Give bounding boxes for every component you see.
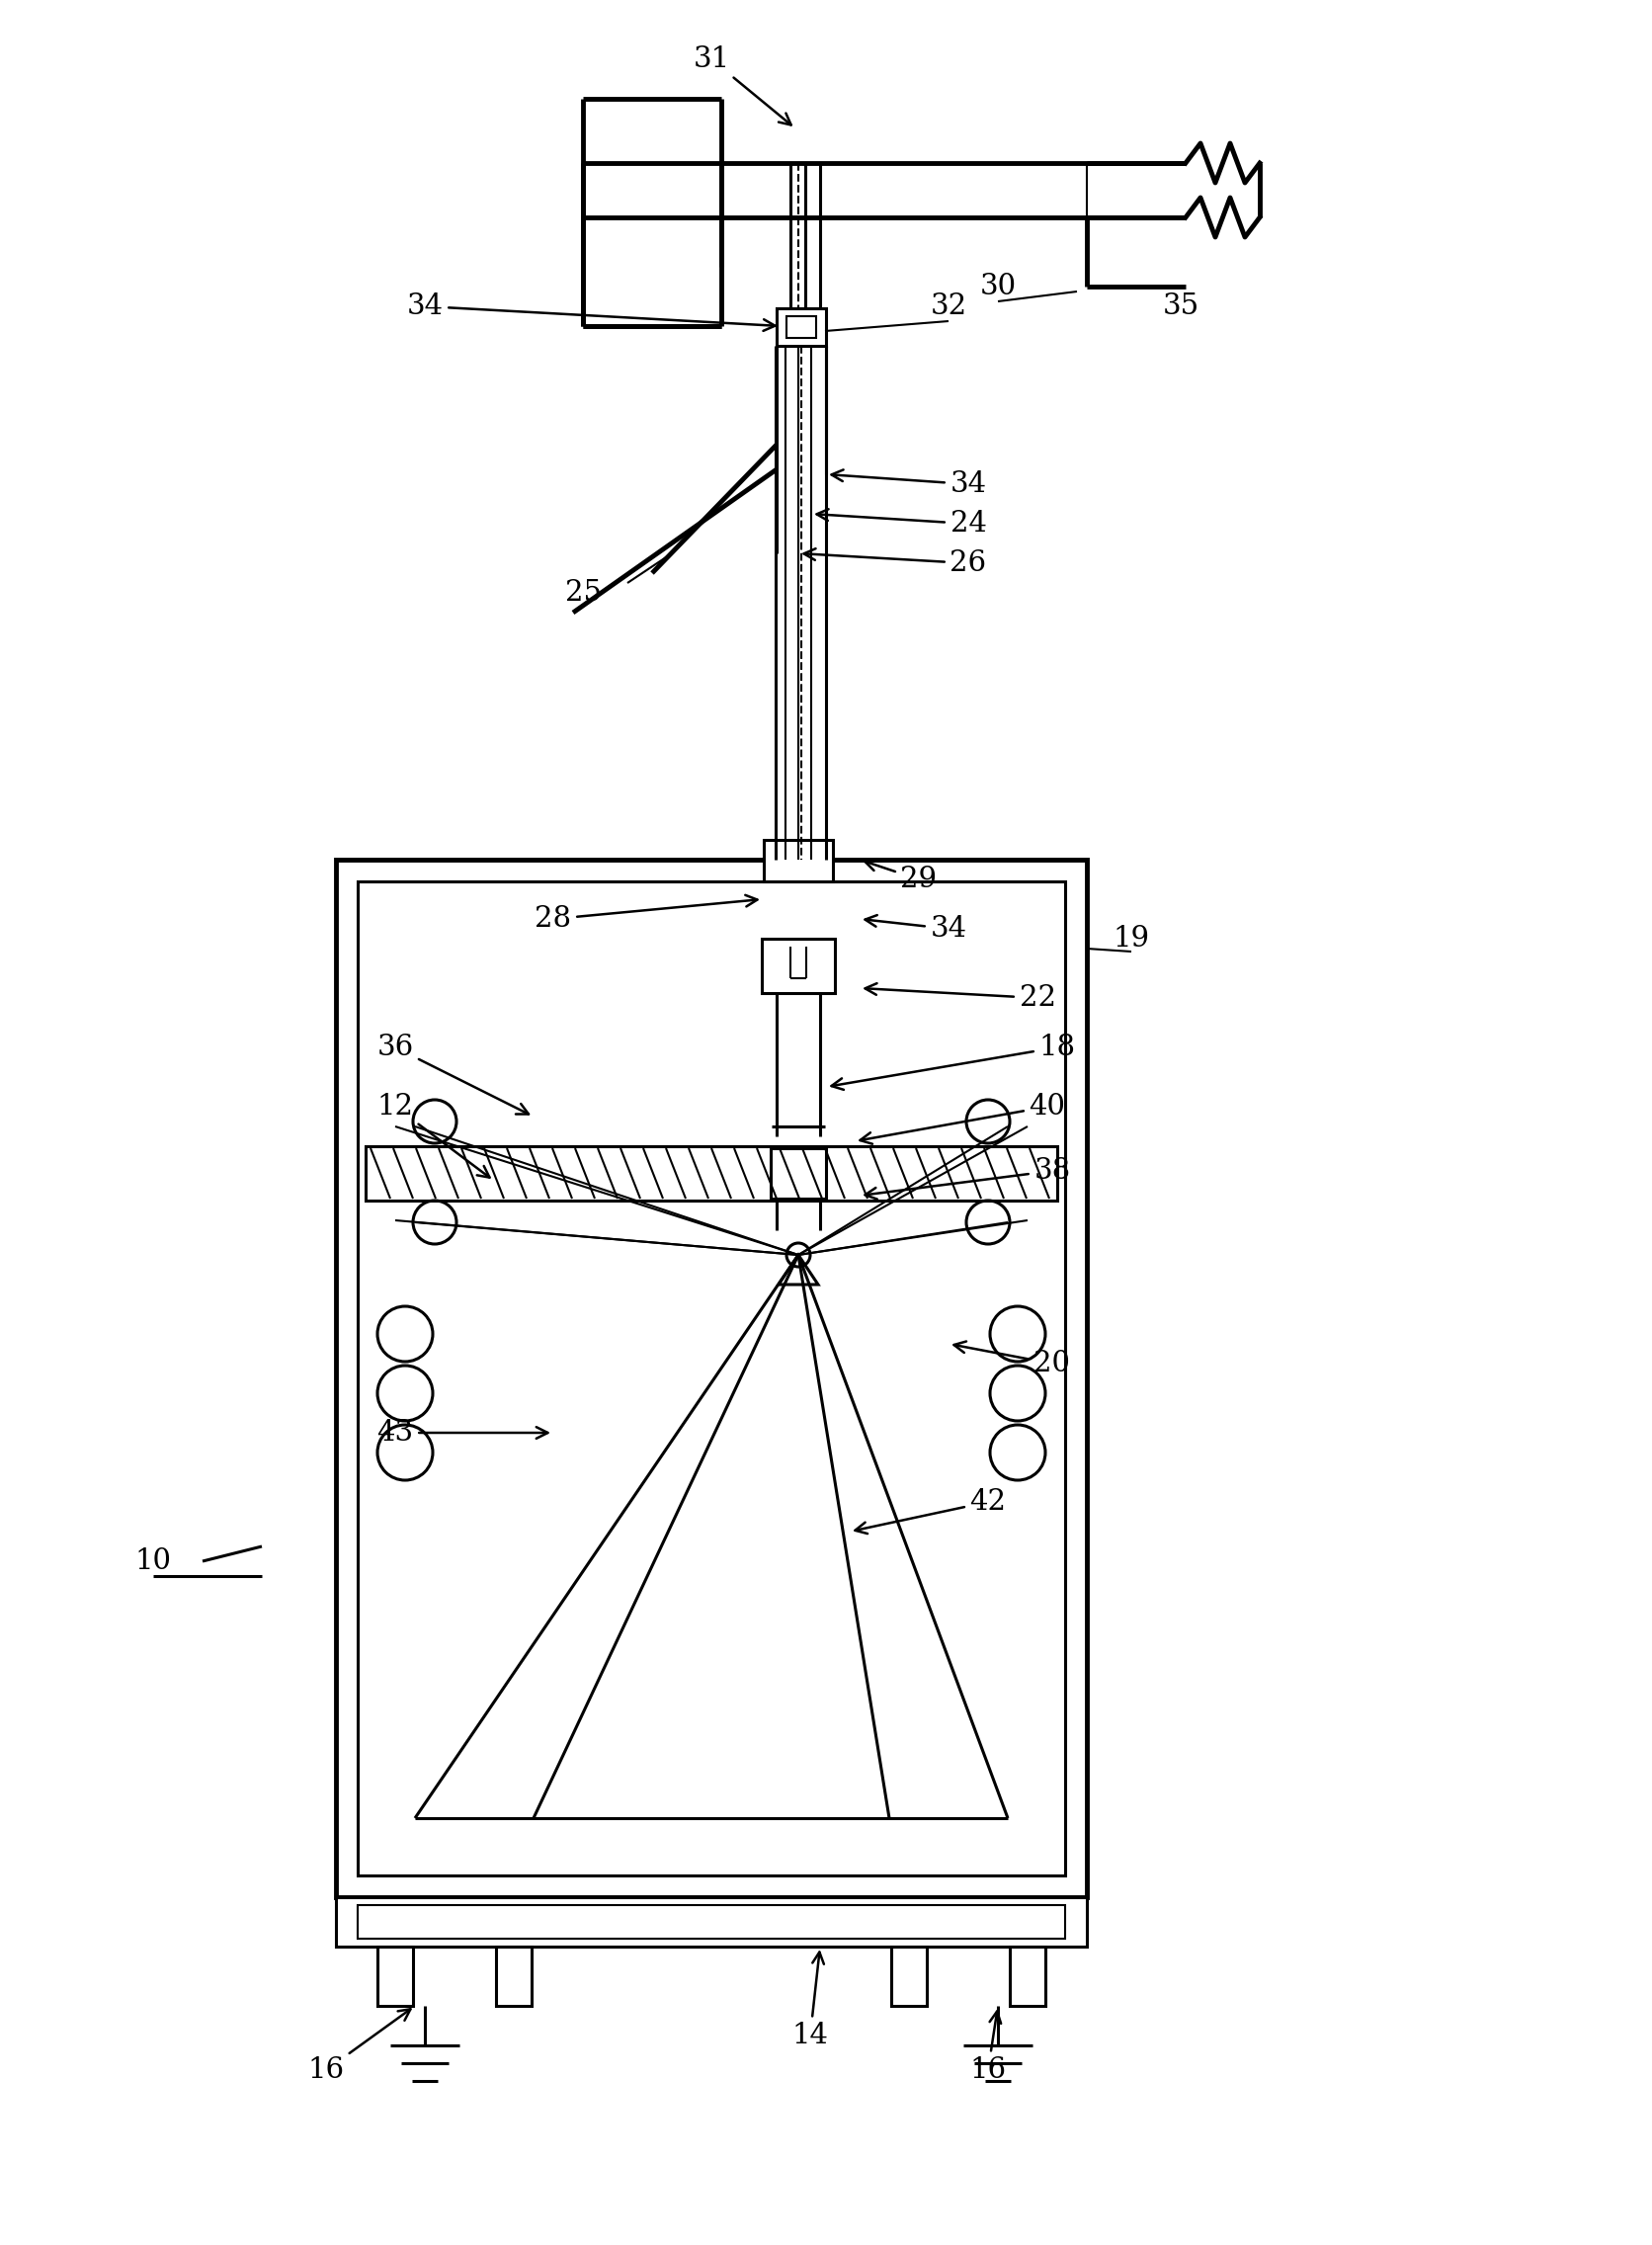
Text: 14: 14: [791, 1953, 828, 2050]
Bar: [377, 1946, 413, 2005]
Text: 16: 16: [970, 2012, 1006, 2083]
Text: 29: 29: [864, 860, 937, 894]
Bar: [335, 1897, 1087, 1946]
Text: 42: 42: [856, 1488, 1006, 1533]
Bar: [763, 840, 833, 882]
Bar: [496, 1946, 532, 2005]
Bar: [1009, 1946, 1046, 2005]
Bar: [762, 938, 834, 992]
Text: 36: 36: [377, 1033, 529, 1114]
Text: 22: 22: [866, 983, 1056, 1012]
Text: 10: 10: [135, 1547, 172, 1576]
Bar: [786, 317, 816, 339]
Bar: [776, 308, 826, 346]
Text: 31: 31: [694, 45, 791, 126]
Text: 12: 12: [377, 1093, 489, 1176]
Text: 43: 43: [377, 1419, 548, 1446]
Text: 20: 20: [953, 1340, 1070, 1378]
Text: 16: 16: [307, 2009, 410, 2083]
Bar: [365, 1147, 1057, 1201]
Text: 40: 40: [861, 1093, 1066, 1145]
Text: 34: 34: [866, 916, 966, 943]
Text: 24: 24: [816, 510, 986, 537]
Text: 34: 34: [406, 292, 775, 330]
Text: 34: 34: [831, 469, 986, 498]
Bar: [358, 1906, 1066, 1940]
Text: 38: 38: [866, 1156, 1070, 1199]
Text: 32: 32: [930, 292, 966, 321]
Text: 35: 35: [1163, 292, 1199, 321]
Text: 30: 30: [980, 272, 1016, 301]
Text: 18: 18: [831, 1033, 1075, 1089]
Bar: [358, 882, 1066, 1875]
Bar: [335, 860, 1087, 1897]
Text: 26: 26: [805, 548, 986, 577]
Text: 19: 19: [1113, 925, 1150, 952]
Bar: [771, 1147, 826, 1199]
Text: 28: 28: [535, 896, 757, 932]
Text: 25: 25: [565, 579, 601, 606]
Bar: [890, 1946, 927, 2005]
